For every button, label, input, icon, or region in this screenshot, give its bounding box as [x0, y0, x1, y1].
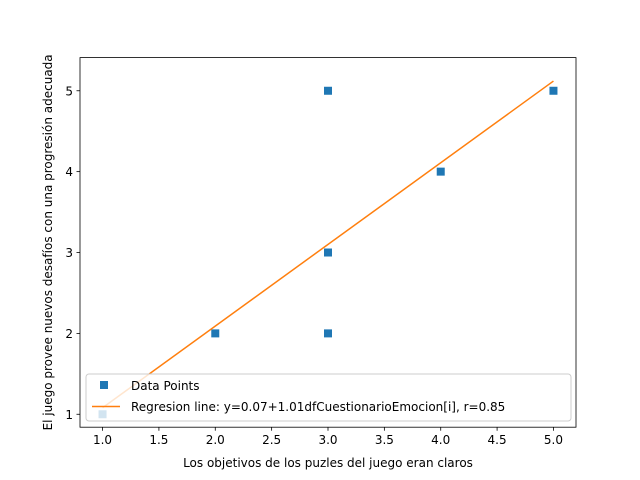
- x-tick-label: 4.5: [488, 433, 507, 447]
- x-tick-label: 2.0: [206, 433, 225, 447]
- legend-label-regression-line: Regresion line: y=0.07+1.01dfCuestionari…: [131, 400, 505, 414]
- x-tick-label: 2.5: [262, 433, 281, 447]
- y-tick-label: 4: [65, 165, 73, 179]
- data-point: [211, 329, 220, 338]
- data-point: [436, 167, 445, 176]
- x-tick-label: 1.5: [149, 433, 168, 447]
- legend-label-data-points: Data Points: [131, 379, 200, 393]
- y-axis: 1 2 3 4 5: [65, 84, 80, 422]
- y-tick-label: 3: [65, 246, 73, 260]
- y-axis-label: El juego provee nuevos desafíos con una …: [41, 54, 55, 430]
- data-point: [549, 86, 558, 95]
- x-tick-label: 4.0: [431, 433, 450, 447]
- x-axis-label: Los objetivos de los puzles del juego er…: [183, 456, 473, 470]
- x-tick-label: 5.0: [544, 433, 563, 447]
- legend-marker-data-points: [100, 381, 108, 389]
- y-tick-label: 2: [65, 327, 73, 341]
- data-point: [324, 329, 332, 338]
- legend-box: [85, 373, 572, 422]
- x-tick-label: 3.5: [375, 433, 394, 447]
- data-point: [324, 248, 332, 257]
- data-point: [324, 86, 332, 95]
- y-tick-label: 5: [65, 84, 73, 98]
- regression-line: [102, 80, 554, 409]
- y-tick-label: 1: [65, 408, 73, 422]
- legend: Data Points Regresion line: y=0.07+1.01df…: [85, 373, 572, 422]
- x-axis: 1.0 1.5 2.0 2.5 3.0 3.5 4.0 4.5 5.0: [93, 427, 563, 447]
- x-tick-label: 1.0: [93, 433, 112, 447]
- x-tick-label: 3.0: [318, 433, 337, 447]
